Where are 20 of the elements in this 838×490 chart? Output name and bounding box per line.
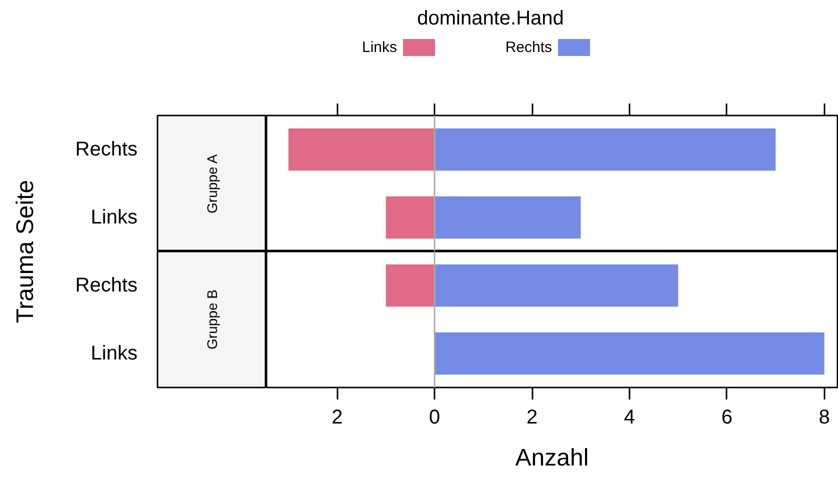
x-tick-label: 6 — [721, 406, 732, 428]
x-tick-label: 4 — [624, 406, 636, 428]
x-tick-label: 2 — [332, 406, 343, 428]
legend-label: Links — [362, 39, 398, 56]
y-tick-label: Rechts — [75, 274, 138, 296]
legend-title: dominante.Hand — [417, 8, 564, 30]
bar — [434, 332, 824, 375]
y-tick-label: Links — [90, 206, 138, 228]
y-tick-label: Rechts — [75, 138, 138, 160]
x-axis-title: Anzahl — [515, 444, 589, 472]
text: Gruppe A — [204, 154, 220, 214]
y-axis-title: Trauma Seite — [12, 180, 39, 324]
bar — [434, 264, 678, 307]
x-tick-label: 0 — [429, 406, 440, 428]
x-tick-label: 8 — [818, 406, 830, 428]
y-tick-label: Links — [90, 342, 138, 364]
x-tick-label: 2 — [526, 406, 538, 428]
text: Gruppe B — [204, 290, 220, 350]
bar — [386, 264, 435, 307]
legend-label: Rechts — [505, 39, 552, 56]
